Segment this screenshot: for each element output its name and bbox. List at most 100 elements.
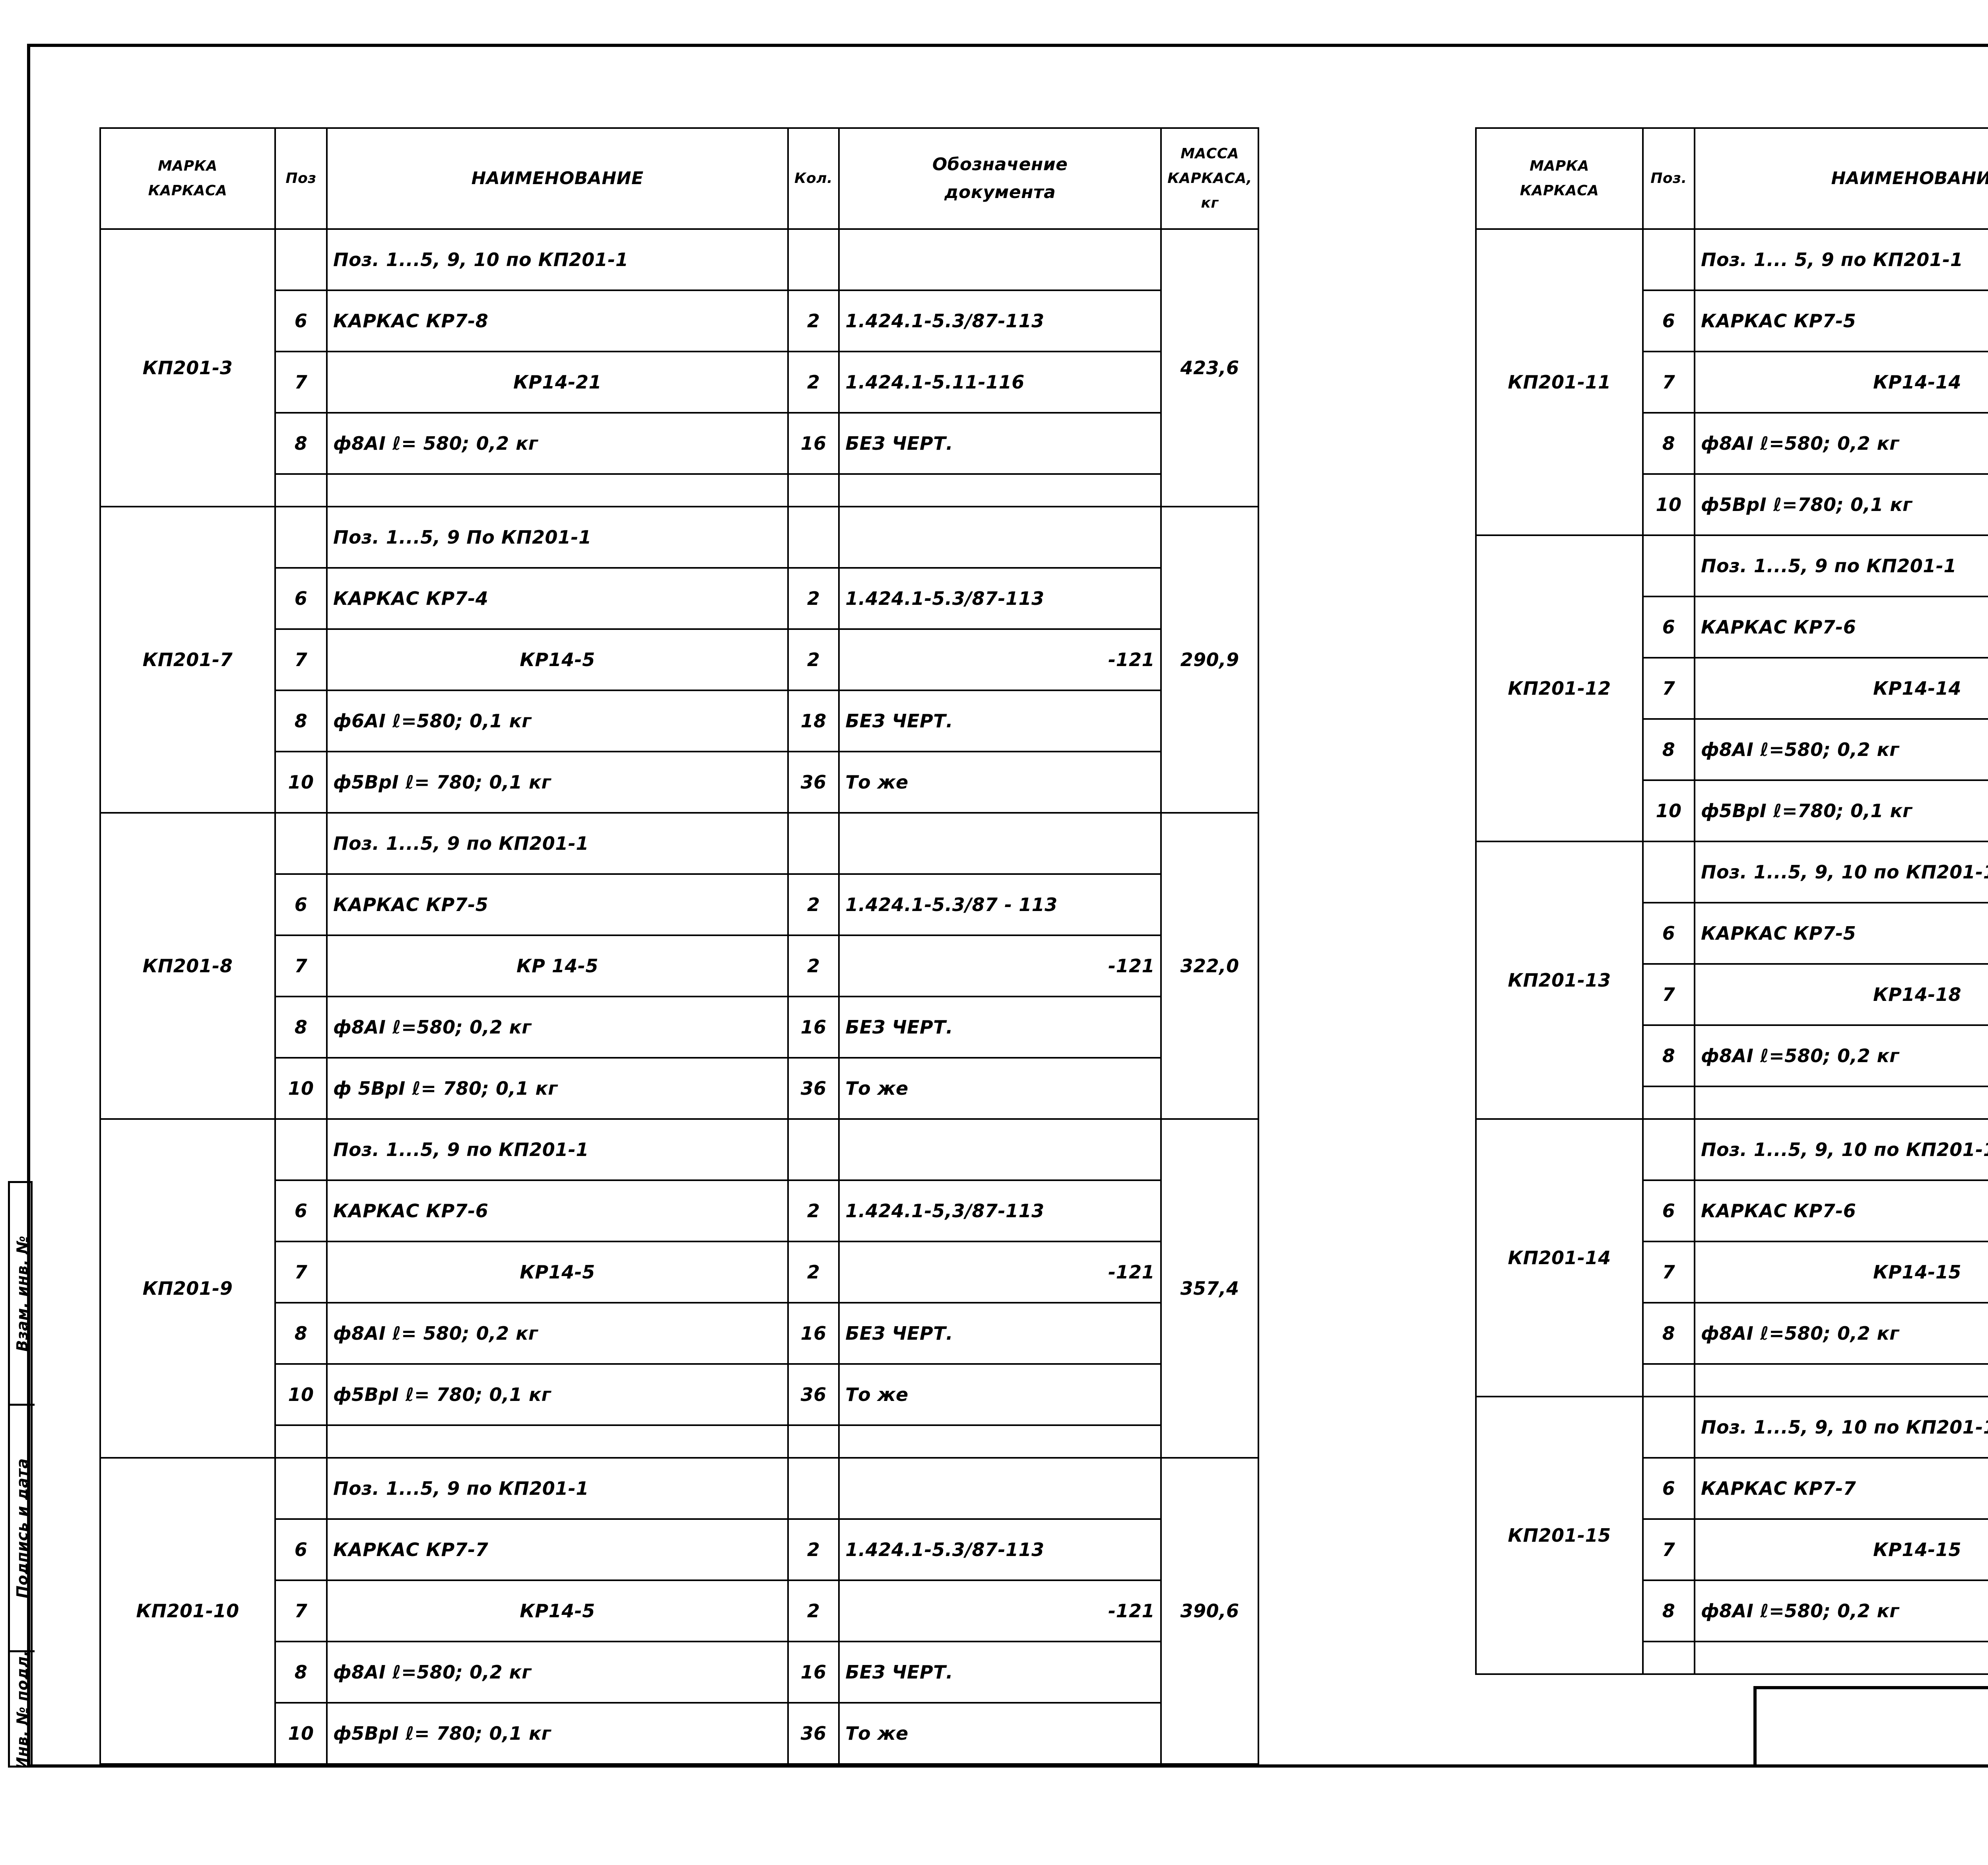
table-row: 8 ф8АI ℓ= 580; 0,2 кг 16 БЕЗ ЧЕРТ. <box>100 412 1258 475</box>
table-row: КП201-9 Поз. 1...5, 9 по КП201-1 357,4 <box>99 1118 1260 1459</box>
qty-cell: 16 <box>787 412 840 475</box>
header-label: НАИМЕНОВАНИЕ <box>471 168 644 188</box>
qty-cell-text: 36 <box>800 1723 827 1744</box>
name-cell: КР14-14 <box>1694 657 1988 720</box>
frame-mark-cell: КП201-12 <box>1475 534 1644 842</box>
qty-cell-text: 2 <box>807 588 820 609</box>
blank-cell <box>1642 1086 1695 1120</box>
table-row: 7 КР 14-5 2 -121 <box>100 934 1258 997</box>
block-note: Поз. 1...5, 9, 10 по КП201-1 <box>1701 1139 1988 1160</box>
doc-cell-text: 1.424.1-5.3/87-113 <box>845 1539 1044 1560</box>
table-row-blank <box>1476 1641 1988 1675</box>
name-cell-text: ф8АI ℓ=580; 0,2 кг <box>333 1661 532 1683</box>
frame-mass-cell: 390,6 <box>1160 1457 1260 1765</box>
doc-cell-text: БЕЗ ЧЕРТ. <box>845 710 953 732</box>
frame-mark-cell: КП201-13 <box>1475 841 1644 1120</box>
name-cell: КАРКАС КР7-6 <box>1694 1179 1988 1242</box>
name-cell-text: КР14-15 <box>1873 1539 1961 1560</box>
name-cell: КР14-5 <box>326 1579 789 1642</box>
pos-cell: 7 <box>274 934 328 997</box>
qty-cell-text: 2 <box>807 310 820 332</box>
name-cell-text: КАРКАС КР7-8 <box>333 310 489 332</box>
name-cell: КАРКАС КР7-7 <box>326 1518 789 1581</box>
header-pos: Поз. <box>1642 127 1695 230</box>
name-cell-text: КАРКАС КР7-4 <box>333 588 489 609</box>
frame-mark: КП201-10 <box>136 1600 239 1622</box>
frame-mark-cell: КП201-7 <box>99 506 276 814</box>
doc-cell: 1.424.1-5.11-116 <box>838 351 1162 414</box>
pos-cell: 6 <box>1642 1179 1695 1242</box>
pos-cell: 8 <box>274 412 328 475</box>
margin-stamp-label: Инв. № подл. <box>14 1652 31 1768</box>
frame-mass-cell: 357,4 <box>1160 1118 1260 1459</box>
table-row-blank <box>1476 1086 1988 1120</box>
frame-mark-cell: КП201-3 <box>99 228 276 507</box>
pos-cell-text: 8 <box>1662 1600 1675 1622</box>
qty-cell: 36 <box>787 1363 840 1426</box>
pos-cell-text: 8 <box>294 710 308 732</box>
margin-stamp-label: Взам. инв. № <box>14 1235 31 1352</box>
frame-mark: КП201-15 <box>1508 1525 1611 1546</box>
pos-cell-text: 8 <box>294 1661 308 1683</box>
qty-cell: 2 <box>787 1241 840 1304</box>
blank-cell <box>787 1424 840 1459</box>
qty-cell-text: 2 <box>807 1261 820 1283</box>
name-cell-text: КАРКАС КР7-5 <box>1701 310 1856 332</box>
qty-cell-text: 2 <box>807 1200 820 1222</box>
qty-cell-text: 16 <box>800 1016 827 1038</box>
frame-mark: КП201-11 <box>1508 371 1611 393</box>
table-row: 6 КАРКАС КР7-8 2 1.424.1-5.3/87-113 <box>100 289 1258 352</box>
header-label: НАИМЕНОВАНИЕ <box>1831 168 1988 188</box>
name-cell: КАРКАС КР7-7 <box>1694 1457 1988 1520</box>
pos-cell: 8 <box>1642 1579 1695 1642</box>
header-name: НАИМЕНОВАНИЕ <box>326 127 789 230</box>
name-cell-text: КАРКАС КР7-6 <box>333 1200 489 1222</box>
frame-mass-cell: 290,9 <box>1160 506 1260 814</box>
name-cell: ф8АI ℓ=580; 0,2 кг <box>1694 412 1988 475</box>
doc-cell-text: 1.424.1-5.3/87 - 113 <box>845 894 1058 915</box>
name-cell-text: КАРКАС КР7-6 <box>1701 616 1856 638</box>
block-note: Поз. 1...5, 9 по КП201-1 <box>333 1478 589 1499</box>
pos-cell-text: 7 <box>294 955 308 977</box>
qty-cell-text: 16 <box>800 433 827 454</box>
header-label: документа <box>944 182 1056 202</box>
qty-cell: 36 <box>787 1702 840 1765</box>
header-label: КАРКАСА <box>1520 183 1599 199</box>
pos-cell-text: 6 <box>294 894 308 915</box>
table-row: КП201-10 Поз. 1...5, 9 по КП201-1 390,6 <box>99 1457 1260 1765</box>
name-cell: КАРКАС КР7-8 <box>326 289 789 352</box>
qty-cell <box>787 1118 840 1181</box>
frame-mark-cell: КП201-15 <box>1475 1396 1644 1675</box>
pos-cell-text: 8 <box>1662 739 1675 760</box>
frame-mark-cell: КП201-14 <box>1475 1118 1644 1397</box>
name-cell-text: ф8АI ℓ= 580; 0,2 кг <box>333 433 538 454</box>
name-cell-text: ф5ВрI ℓ=780; 0,1 кг <box>1701 494 1912 515</box>
qty-cell-text: 36 <box>800 1078 827 1099</box>
block-note: Поз. 1... 5, 9 по КП201-1 <box>1701 249 1963 270</box>
name-cell-text: КР14-14 <box>1873 678 1961 699</box>
blank-cell <box>838 473 1162 507</box>
name-cell-text: ф8АI ℓ=580; 0,2 кг <box>1701 1045 1899 1067</box>
name-cell: ф5ВрI ℓ= 780; 0,1 кг <box>326 751 789 814</box>
frame-mark-cell: КП201-10 <box>99 1457 276 1765</box>
doc-cell-text: БЕЗ ЧЕРТ. <box>845 1661 953 1683</box>
pos-cell <box>1642 534 1695 597</box>
frame-mass: 322,0 <box>1180 955 1239 977</box>
margin-stamp-cell-2: Инв. № подл. <box>10 1652 35 1768</box>
name-cell: ф8АI ℓ= 580; 0,2 кг <box>326 412 789 475</box>
name-cell-text: ф8АI ℓ= 580; 0,2 кг <box>333 1323 538 1344</box>
doc-cell: То же <box>838 751 1162 814</box>
pos-cell: 10 <box>274 1363 328 1426</box>
margin-stamp-cell-1: Подпись и дата <box>10 1406 35 1652</box>
name-cell: КР 14-5 <box>326 934 789 997</box>
name-cell: ф8АI ℓ=580; 0,2 кг <box>1694 1302 1988 1365</box>
doc-cell: 1.424.1-5.3/87 - 113 <box>838 873 1162 936</box>
doc-cell-text: То же <box>845 1384 909 1405</box>
doc-cell-text: БЕЗ ЧЕРТ. <box>845 1016 953 1038</box>
